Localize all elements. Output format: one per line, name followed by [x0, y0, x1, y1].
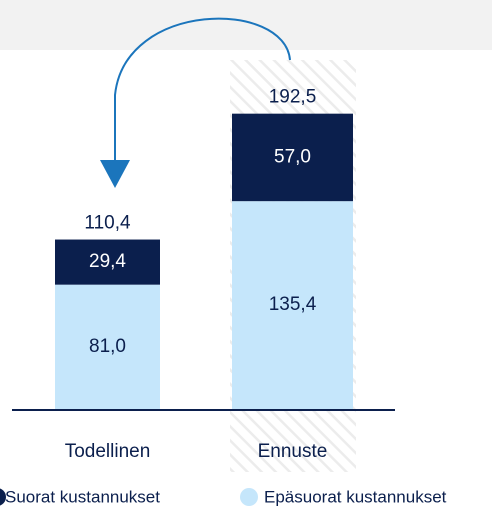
value-label: 57,0 [274, 146, 311, 167]
x-tick-label: Ennuste [258, 441, 328, 462]
arrow [114, 17, 291, 162]
value-label: 81,0 [89, 336, 126, 357]
bar-segment [232, 113, 353, 202]
total-label: 110,4 [84, 213, 131, 234]
bar-segment [232, 201, 353, 409]
bar-segment [55, 284, 160, 409]
legend-marker [240, 488, 258, 506]
value-label: 29,4 [89, 251, 126, 272]
x-tick-label: Todellinen [65, 441, 151, 462]
arrow-head [100, 160, 130, 188]
value-label: 135,4 [269, 294, 317, 315]
total-label: 192,5 [269, 87, 317, 108]
legend-label: Epäsuorat kustannukset [264, 487, 447, 506]
legend-marker [0, 488, 6, 506]
legend-label: Suorat kustannukset [5, 487, 160, 506]
header-panel [0, 0, 492, 50]
bar-segment [55, 239, 160, 285]
